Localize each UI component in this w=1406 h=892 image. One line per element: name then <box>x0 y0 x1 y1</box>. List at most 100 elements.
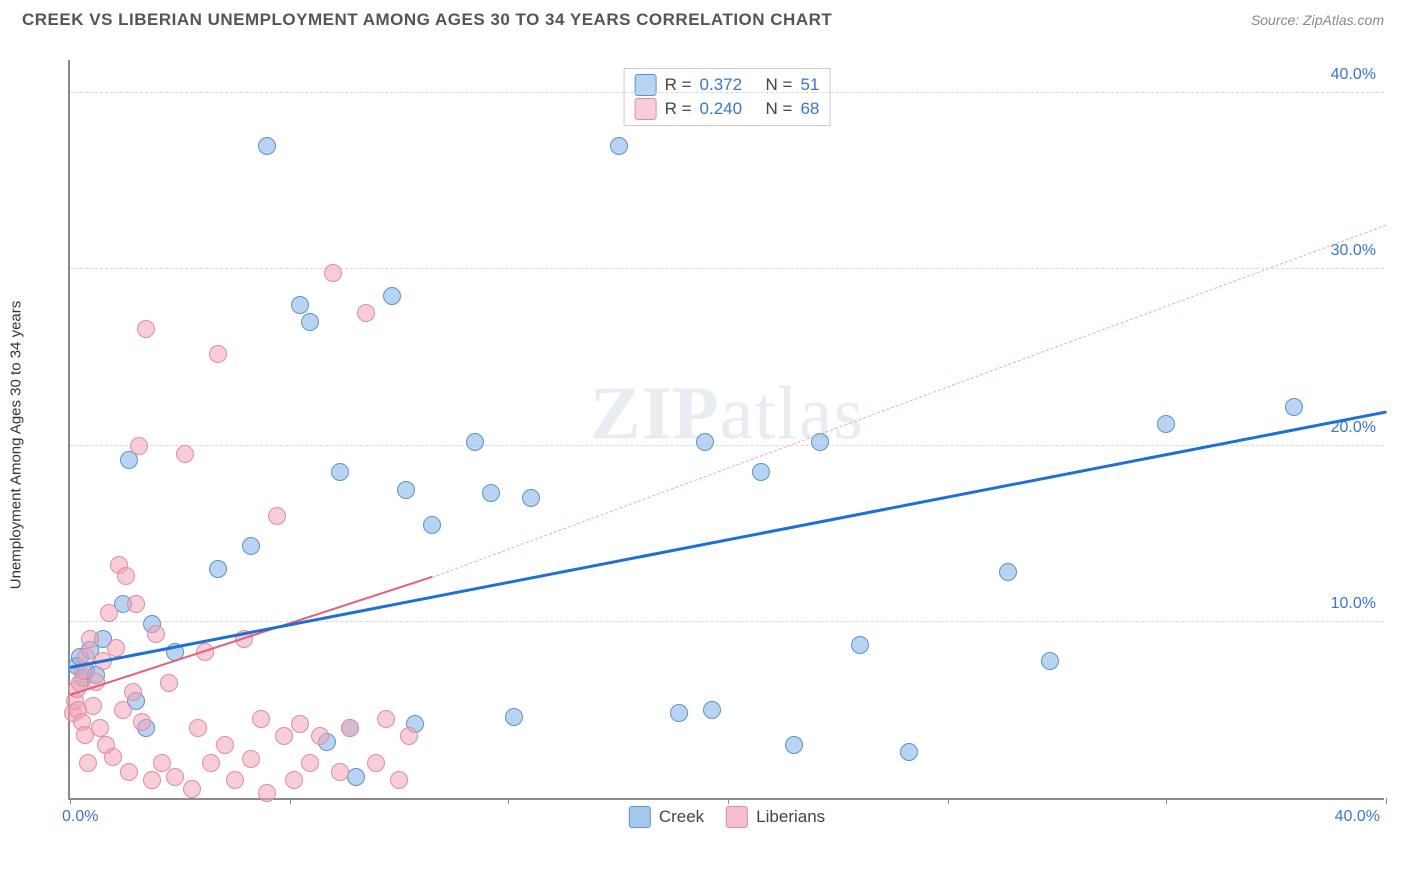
data-point <box>522 489 540 507</box>
x-axis-min-label: 0.0% <box>62 808 98 826</box>
data-point <box>900 743 918 761</box>
legend-swatch <box>629 806 651 828</box>
data-point <box>252 710 270 728</box>
data-point <box>466 433 484 451</box>
data-point <box>367 754 385 772</box>
data-point <box>120 763 138 781</box>
x-tick-mark <box>70 798 71 804</box>
x-tick-mark <box>948 798 949 804</box>
data-point <box>785 736 803 754</box>
chart-title: CREEK VS LIBERIAN UNEMPLOYMENT AMONG AGE… <box>22 10 832 30</box>
plot-area: ZIPatlas R =0.372N =51R =0.240N =68 0.0%… <box>68 60 1384 800</box>
x-tick-mark <box>1166 798 1167 804</box>
chart-container: Unemployment Among Ages 30 to 34 years Z… <box>50 50 1390 840</box>
data-point <box>482 484 500 502</box>
data-point <box>189 719 207 737</box>
data-point <box>137 320 155 338</box>
legend-swatch <box>726 806 748 828</box>
data-point <box>117 567 135 585</box>
source-attribution: Source: ZipAtlas.com <box>1251 12 1384 28</box>
data-point <box>242 750 260 768</box>
data-point <box>100 604 118 622</box>
stat-label: N = <box>766 99 793 119</box>
legend-label: Liberians <box>756 807 825 827</box>
data-point <box>1157 415 1175 433</box>
data-point <box>176 445 194 463</box>
data-point <box>670 704 688 722</box>
x-axis-max-label: 40.0% <box>1335 808 1380 826</box>
trendline <box>70 576 433 696</box>
data-point <box>696 433 714 451</box>
data-point <box>390 771 408 789</box>
x-tick-mark <box>728 798 729 804</box>
data-point <box>851 636 869 654</box>
legend-item: Liberians <box>726 806 825 828</box>
y-tick-label: 30.0% <box>1331 242 1376 260</box>
x-tick-mark <box>1386 798 1387 804</box>
data-point <box>999 563 1017 581</box>
data-point <box>703 701 721 719</box>
data-point <box>301 754 319 772</box>
legend-item: Creek <box>629 806 704 828</box>
x-tick-mark <box>508 798 509 804</box>
data-point <box>331 763 349 781</box>
stats-row: R = 0.240 N = 68 <box>635 97 820 121</box>
stats-row: R =0.372N =51 <box>635 73 820 97</box>
data-point <box>160 674 178 692</box>
data-point <box>258 784 276 802</box>
data-point <box>114 701 132 719</box>
data-point <box>242 537 260 555</box>
data-point <box>268 507 286 525</box>
data-point <box>423 516 441 534</box>
data-point <box>91 719 109 737</box>
data-point <box>610 137 628 155</box>
chart-header: CREEK VS LIBERIAN UNEMPLOYMENT AMONG AGE… <box>0 0 1406 34</box>
data-point <box>133 713 151 731</box>
data-point <box>400 727 418 745</box>
data-point <box>505 708 523 726</box>
trendline <box>70 411 1387 669</box>
data-point <box>752 463 770 481</box>
stat-n-value: 68 <box>800 99 819 119</box>
gridline <box>70 268 1384 269</box>
data-point <box>341 719 359 737</box>
gridline <box>70 621 1384 622</box>
data-point <box>104 748 122 766</box>
data-point <box>107 639 125 657</box>
data-point <box>1041 652 1059 670</box>
data-point <box>127 595 145 613</box>
data-point <box>291 296 309 314</box>
data-point <box>79 754 97 772</box>
gridline <box>70 92 1384 93</box>
data-point <box>209 345 227 363</box>
data-point <box>143 771 161 789</box>
y-tick-label: 40.0% <box>1331 66 1376 84</box>
data-point <box>209 560 227 578</box>
data-point <box>285 771 303 789</box>
series-legend: Creek Liberians <box>629 806 825 828</box>
y-tick-label: 10.0% <box>1331 595 1376 613</box>
stats-legend: R =0.372N =51R = 0.240 N = 68 <box>624 68 831 126</box>
trendline <box>432 224 1386 577</box>
stat-r-value: 0.240 <box>700 99 758 119</box>
data-point <box>202 754 220 772</box>
legend-label: Creek <box>659 807 704 827</box>
data-point <box>81 630 99 648</box>
data-point <box>291 715 309 733</box>
data-point <box>301 313 319 331</box>
data-point <box>357 304 375 322</box>
data-point <box>166 768 184 786</box>
y-axis-label: Unemployment Among Ages 30 to 34 years <box>8 301 25 590</box>
data-point <box>383 287 401 305</box>
stat-label: R = <box>665 99 692 119</box>
data-point <box>124 683 142 701</box>
data-point <box>324 264 342 282</box>
data-point <box>1285 398 1303 416</box>
data-point <box>377 710 395 728</box>
x-tick-mark <box>290 798 291 804</box>
data-point <box>183 780 201 798</box>
data-point <box>130 437 148 455</box>
data-point <box>275 727 293 745</box>
data-point <box>258 137 276 155</box>
data-point <box>331 463 349 481</box>
